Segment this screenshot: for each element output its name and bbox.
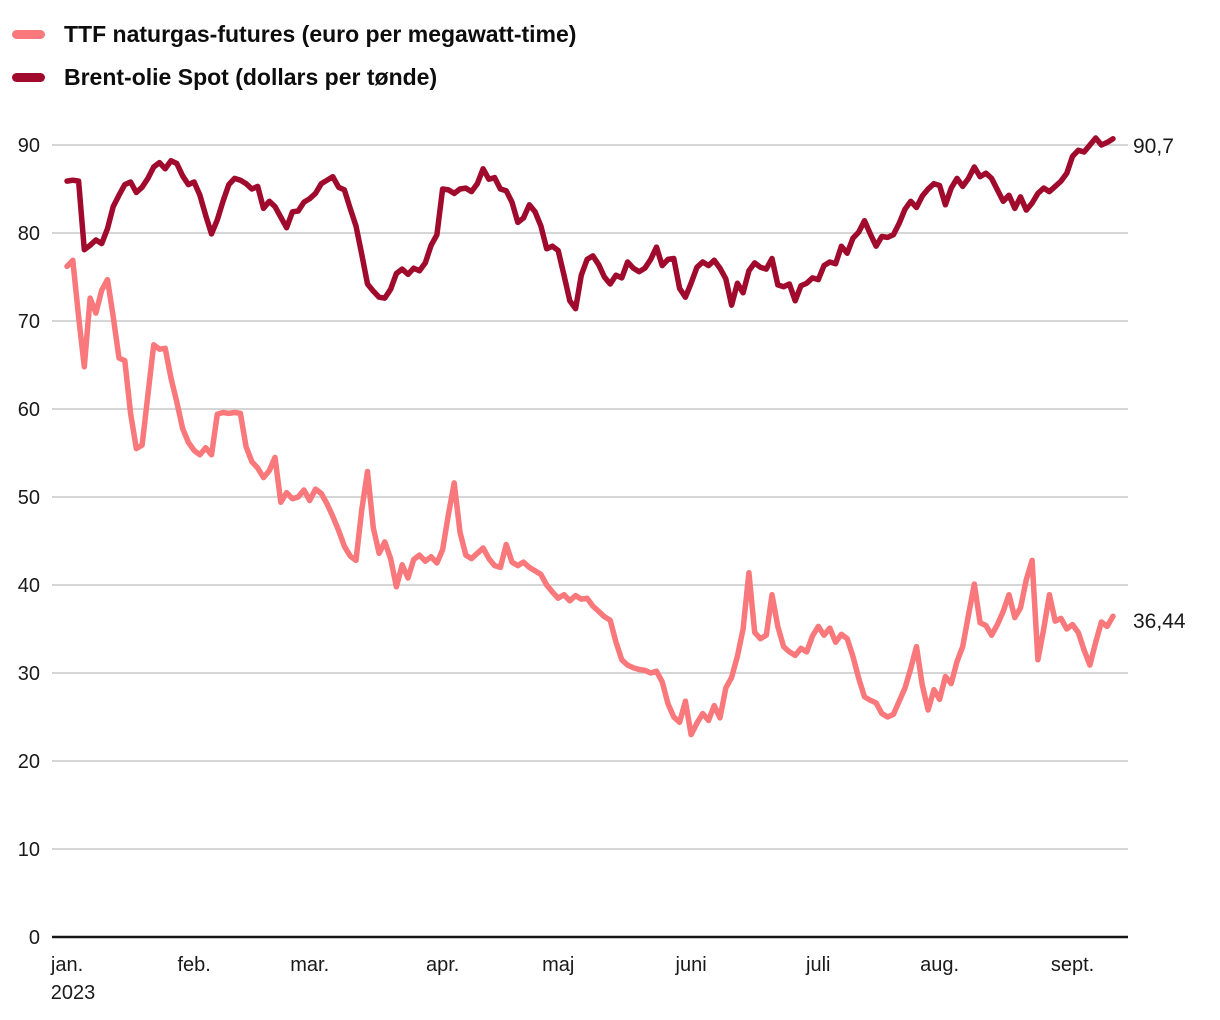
x-tick-label: feb.	[177, 954, 210, 976]
x-tick-label: juni	[675, 954, 707, 976]
legend-item-ttf: TTF naturgas-futures (euro per megawatt-…	[12, 18, 576, 51]
x-tick-label: aug.	[920, 954, 959, 976]
legend: TTF naturgas-futures (euro per megawatt-…	[12, 18, 576, 104]
y-tick-label: 30	[18, 663, 40, 685]
x-tick-label: apr.	[426, 954, 459, 976]
legend-label-brent: Brent-olie Spot (dollars per tønde)	[64, 64, 438, 90]
ttf-line	[64, 257, 1116, 738]
y-tick-label: 20	[18, 751, 40, 773]
legend-label-ttf: TTF naturgas-futures (euro per megawatt-…	[64, 21, 577, 47]
brent-last-value-label: 90,7	[1133, 135, 1174, 158]
x-tick-label: juli	[805, 954, 830, 976]
y-tick-label: 50	[18, 487, 40, 509]
x-tick-label: sept.	[1051, 954, 1094, 976]
year-label: 2023	[51, 982, 96, 1004]
y-tick-label: 80	[18, 223, 40, 245]
y-tick-label: 0	[29, 927, 40, 949]
y-tick-label: 70	[18, 311, 40, 333]
y-tick-label: 90	[18, 135, 40, 157]
ttf-last-value-label: 36,44	[1133, 610, 1186, 633]
ttf-line-swatch-icon	[12, 30, 45, 39]
legend-item-brent: Brent-olie Spot (dollars per tønde)	[12, 61, 576, 94]
y-tick-label: 60	[18, 399, 40, 421]
x-tick-label: jan.	[50, 954, 83, 976]
x-tick-label: mar.	[290, 954, 329, 976]
y-tick-label: 40	[18, 575, 40, 597]
y-tick-label: 10	[18, 839, 40, 861]
brent-line	[64, 135, 1116, 312]
x-tick-label: maj	[542, 954, 574, 976]
brent-line-swatch-icon	[12, 73, 45, 82]
